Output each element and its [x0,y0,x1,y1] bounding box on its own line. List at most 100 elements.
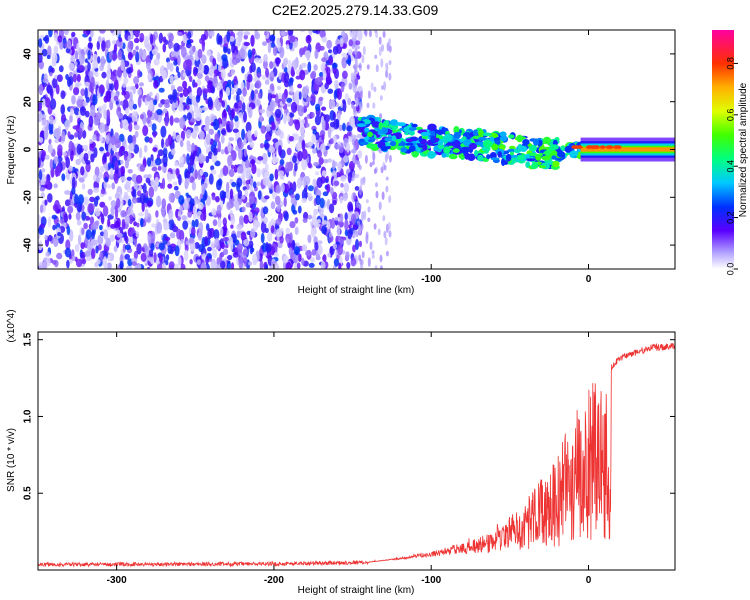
spectrogram-cell [179,96,185,102]
spectrogram-cell [375,182,378,188]
spectrogram-cell [350,257,357,267]
spectrogram-cell [74,244,80,252]
spectrogram-cell [110,200,117,207]
spectrogram-cell [196,259,201,265]
spectrogram-cell [281,92,286,105]
spectrogram-cell [186,140,191,147]
spectrogram-cell [67,131,71,138]
spectrogram-cell [369,241,373,251]
spectrogram-cell [343,155,349,163]
spectrogram-cell [38,53,43,64]
spectrogram-cell [228,137,234,142]
spectrogram-cell [192,150,198,157]
spectrogram-cell [335,118,340,129]
figure-title: C2E2.2025.279.14.33.G09 [271,2,439,18]
spectrogram-cell [170,246,176,252]
spectrogram-cell [285,261,292,269]
spectrogram-cell [139,82,144,87]
spectrogram-cell [259,108,266,114]
colorbar-tick-label: 0.2 [725,211,735,224]
spectrogram-cell [400,147,408,153]
spectrogram-cell [232,128,239,133]
spectrogram-cell [250,177,254,187]
spectrogram-cell [80,166,85,176]
spectrogram-cell [329,138,334,145]
spectrogram-cell [236,230,241,239]
spectrogram-cell [321,63,326,70]
spectrogram-cell [110,83,114,91]
spectrogram-cell [210,261,216,269]
spectrogram-cell [169,115,174,126]
spectrogram-cell [122,119,129,130]
spectrogram-cell [69,108,74,117]
spectrogram-cell [61,130,66,142]
spectrogram-cell [216,179,222,191]
spectrogram-cell [251,48,256,55]
spectrogram-cell [167,183,173,189]
spectrogram-cell [319,71,324,78]
spectrogram-cell [133,30,140,36]
spectrogram-cell [124,158,129,169]
spectrogram-cell [165,254,170,261]
spectrogram-cell [351,138,355,146]
top-x-tick-label: -100 [421,274,441,285]
spectrogram-cell [56,74,63,82]
spectrogram-cell [352,155,356,164]
spectrogram-cell [289,112,295,118]
spectrogram-cell [243,214,249,224]
spectrogram-cell [460,146,470,154]
spectrogram-cell [302,218,308,223]
spectrogram-cell [115,90,120,96]
spectrogram-cell [41,118,48,127]
spectrogram-cell [311,70,317,79]
spectrogram-cell [313,64,318,71]
spectrogram-cell [146,200,153,207]
spectrogram-cell [124,215,131,225]
spectrogram-cell [158,242,165,251]
spectrogram-cell [217,217,222,228]
spectrogram-cell [137,190,142,197]
spectrogram-cell [80,106,87,116]
spectrogram-cell [316,240,323,245]
spectrogram-cell [115,100,119,105]
spectrogram-cell [169,62,174,72]
spectrogram-cell [155,195,162,208]
spectrogram-cell [160,99,166,105]
spectrogram-cell [46,257,51,267]
spectrogram-cell [191,181,196,191]
spectrogram-cell [169,232,176,239]
spectrogram-cell [310,93,316,103]
spectrogram-cell [182,199,189,210]
spectrogram-cell [212,57,217,67]
spectrogram-cell [355,61,359,68]
spectrogram-cell [47,45,52,57]
spectrogram-cell [173,60,178,66]
spectrogram-cell [339,213,344,223]
spectrogram-cell [186,112,192,121]
spectrogram-cell [358,203,362,210]
spectrogram-cell [351,30,356,39]
spectrogram-cell [373,168,377,175]
top-y-tick-label: 40 [23,48,34,60]
spectrogram-cell [508,134,515,139]
spectrogram-cell [396,122,407,127]
spectrogram-cell [127,169,133,174]
spectrogram-cell [338,262,342,269]
spectrogram-cell [533,138,539,146]
spectrogram-cell [131,258,138,263]
spectrogram-cell [182,220,189,230]
spectrogram-cell [342,193,348,202]
spectrogram-cell [53,183,58,189]
spectrogram-cell [196,87,203,97]
spectrogram-cell [44,34,50,44]
spectrogram-peak-cell [613,145,620,149]
spectrogram-cell [175,134,182,143]
spectrogram-cell [263,59,268,70]
spectrogram-cell [211,208,217,216]
spectrogram-cell [231,108,235,119]
spectrogram-cell [47,216,52,228]
spectrogram-cell [110,223,116,229]
spectrogram-cell [346,131,352,137]
spectrogram-cell [336,235,342,240]
spectrogram-cell [350,72,354,81]
